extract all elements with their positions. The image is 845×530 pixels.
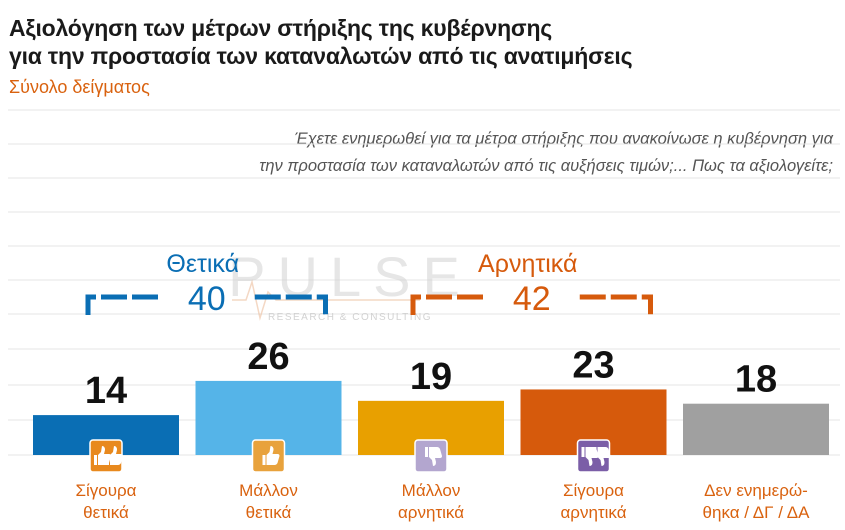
group-total-1: 42 xyxy=(513,280,551,318)
category-label-1-line-0: Μάλλον xyxy=(239,481,298,500)
thumb-path xyxy=(593,447,611,466)
bar-value-0: 14 xyxy=(85,370,127,412)
double-thumbs-up-icon xyxy=(89,439,123,473)
bar-value-1: 26 xyxy=(247,336,289,378)
chart-subtitle: Σύνολο δείγματος xyxy=(9,77,150,97)
thumb-shape xyxy=(262,446,280,465)
title-line-2: για την προστασία των καταναλωτών από τι… xyxy=(9,43,633,69)
title-line-1: Αξιολόγηση των μέτρων στήριξης της κυβέρ… xyxy=(9,15,553,41)
category-label-4-line-1: θηκα / ΔΓ / ΔΑ xyxy=(703,503,811,522)
group-total-0: 40 xyxy=(188,280,226,318)
group-bracket-0 xyxy=(85,294,328,315)
category-label-4-line-0: Δεν ενημερώ- xyxy=(704,481,808,500)
category-label-0-line-0: Σίγουρα xyxy=(75,481,136,500)
thumbs-up-icon xyxy=(251,439,286,473)
category-label-0-line-1: θετικά xyxy=(83,503,129,522)
group-bracket-1 xyxy=(410,294,653,315)
thumb-shape xyxy=(593,447,611,466)
category-label-3-line-0: Σίγουρα xyxy=(563,481,624,500)
double-thumbs-down-icon xyxy=(576,439,611,473)
chart-title: Αξιολόγηση των μέτρων στήριξης της κυβέρ… xyxy=(9,14,633,70)
bar-value-3: 23 xyxy=(572,344,614,386)
category-label-3-line-1: αρνητικά xyxy=(560,503,626,522)
group-name-1: Αρνητικά xyxy=(478,250,577,278)
bar-value-4: 18 xyxy=(735,359,777,401)
thumb-shape xyxy=(106,446,123,465)
thumbs-down-icon xyxy=(414,439,448,473)
bar-4 xyxy=(683,403,829,455)
watermark-pulse-line xyxy=(232,279,420,321)
category-label-2-line-0: Μάλλον xyxy=(402,481,461,500)
category-label-2-line-1: αρνητικά xyxy=(398,503,464,522)
group-name-0: Θετικά xyxy=(166,250,239,278)
thumb-path xyxy=(425,447,442,466)
category-label-1-line-1: θετικά xyxy=(246,503,292,522)
thumb-shape xyxy=(425,447,442,466)
thumb-path xyxy=(262,446,280,465)
question-line-2: την προστασία των καταναλωτών από τις αυ… xyxy=(259,157,833,175)
watermark-tagline: RESEARCH & CONSULTING xyxy=(268,312,432,323)
bar-value-2: 19 xyxy=(410,356,452,398)
thumb-path xyxy=(106,446,123,465)
